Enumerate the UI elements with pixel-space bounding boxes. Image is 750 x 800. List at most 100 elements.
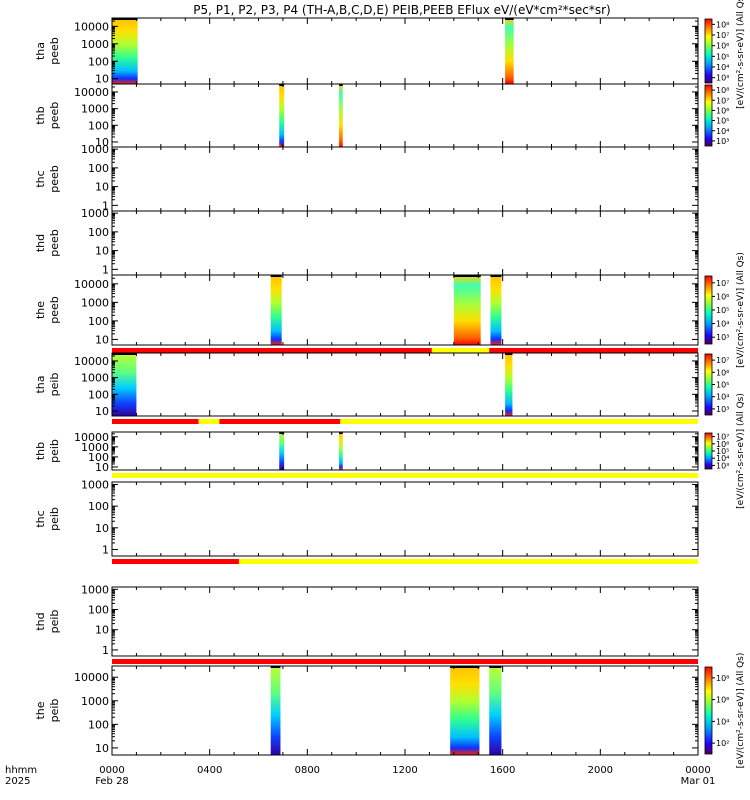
spectrogram-interval xyxy=(490,275,502,345)
figure-title: P5, P1, P2, P3, P4 (TH-A,B,C,D,E) PEIB,P… xyxy=(193,3,610,17)
status-bar-segment xyxy=(198,419,220,424)
colorbar xyxy=(704,353,713,416)
panel-instrument-label: peib xyxy=(48,699,61,723)
y-tick-label: 1000 xyxy=(81,103,109,116)
panel-thd_peeb: 1 10 100 1000 thd peeb xyxy=(34,207,699,276)
hhmm-label: hhmm xyxy=(5,765,37,776)
panel-probe-label: thb xyxy=(34,442,47,460)
colorbar-tick-label: 10⁶ xyxy=(716,42,729,51)
interval-top-edge xyxy=(112,18,138,20)
panel-frame xyxy=(111,146,699,212)
spectrogram-interval xyxy=(112,18,138,84)
y-tick-label: 1 xyxy=(102,199,109,212)
y-tick-label: 1000 xyxy=(81,38,109,51)
colorbar xyxy=(704,275,713,345)
y-tick-label: 10 xyxy=(95,461,109,474)
year-label: 2025 xyxy=(5,776,30,787)
status-bar-segment xyxy=(238,559,698,564)
colorbar-label: [eV/(cm²-s-sr-eV)] (All Qs) xyxy=(736,393,746,509)
y-tick-label: 1000 xyxy=(81,695,109,708)
panel-probe-label: thd xyxy=(34,234,47,252)
y-tick-label: 10000 xyxy=(74,355,109,368)
spectrogram-interval xyxy=(339,432,343,470)
colorbar-tick-label: 10⁶ xyxy=(716,106,729,115)
x-tick-label: 1200 xyxy=(392,765,417,776)
colorbar-tick-label: 10⁸ xyxy=(716,20,729,29)
colorbar-tick-label: 10⁴ xyxy=(716,320,729,329)
y-tick-label: 1000 xyxy=(81,583,109,596)
panel-the_peib: 10 100 1000 10000 the peib 10² 10⁴ 10⁶ 10⁸ [eV/(cm… xyxy=(34,653,746,769)
spectrogram-interval xyxy=(339,84,343,147)
y-tick-label: 10 xyxy=(95,73,109,86)
y-tick-label: 1 xyxy=(102,644,109,657)
y-tick-label: 10000 xyxy=(74,20,109,33)
y-tick-label: 100 xyxy=(88,388,109,401)
panel-instrument-label: peib xyxy=(48,610,61,634)
colorbar-tick-label: 10⁴ xyxy=(716,127,729,136)
y-tick-label: 100 xyxy=(88,162,109,175)
panel-instrument-label: peeb xyxy=(48,229,61,257)
spectrogram-interval xyxy=(279,432,285,470)
panel-probe-label: the xyxy=(34,701,47,719)
x-tick-label: 0000 xyxy=(99,765,124,776)
y-tick-label: 1000 xyxy=(81,207,109,220)
colorbar-tick-label: 10⁵ xyxy=(716,447,729,456)
y-tick-label: 1000 xyxy=(81,143,109,156)
colorbar-tick-label: 10⁴ xyxy=(716,454,729,463)
panel-probe-label: thb xyxy=(34,106,47,124)
panel-frame xyxy=(111,83,699,148)
panel-probe-label: tha xyxy=(34,375,47,393)
spectrogram-interval xyxy=(450,666,480,755)
y-tick-label: 10 xyxy=(95,136,109,149)
panel-instrument-label: peib xyxy=(48,439,61,463)
x-tick-label: 0000 xyxy=(685,765,710,776)
panel-thc_peeb: 1 10 100 1000 thc peeb xyxy=(34,143,699,212)
panel-tha_peib: 10 100 1000 10000 tha peib 10³ 10⁴ 10⁵ 10⁶ 10⁷ xyxy=(34,352,729,424)
colorbar-tick-label: 10³ xyxy=(716,74,729,83)
y-tick-label: 10000 xyxy=(74,671,109,684)
date-label: Mar 01 xyxy=(681,776,716,787)
interval-top-edge xyxy=(450,666,480,668)
interval-top-edge xyxy=(112,353,137,355)
colorbar-tick-label: 10⁷ xyxy=(716,96,729,105)
spectrogram-interval xyxy=(489,666,502,755)
interval-top-edge xyxy=(339,84,343,86)
x-tick-label: 0800 xyxy=(295,765,320,776)
y-tick-label: 1000 xyxy=(81,441,109,454)
colorbar-tick-label: 10⁴ xyxy=(716,63,729,72)
time-axis-footer: hhmm 2025 0000 0400 0800 1200 1600 2000 0000Fe… xyxy=(5,765,715,787)
colorbar-label: [eV/(cm²-s-sr-eV)] (All Qs) xyxy=(736,0,746,109)
interval-top-edge xyxy=(505,353,513,355)
colorbar-tick-label: 10⁵ xyxy=(716,52,729,61)
x-tick-label: 1600 xyxy=(490,765,515,776)
colorbar xyxy=(704,18,713,84)
panel-frame xyxy=(111,274,699,346)
interval-top-edge xyxy=(453,275,481,277)
colorbar-tick-label: 10⁷ xyxy=(716,279,729,288)
y-tick-label: 1000 xyxy=(81,296,109,309)
colorbar-tick-label: 10⁶ xyxy=(716,696,729,705)
panel-thd_peib: 1 10 100 1000 thd peib xyxy=(34,583,699,664)
panel-instrument-label: peeb xyxy=(48,296,61,324)
colorbar xyxy=(704,666,713,755)
status-bar-segment xyxy=(112,348,432,353)
colorbar-tick-label: 10⁸ xyxy=(716,86,729,95)
y-tick-label: 10000 xyxy=(74,431,109,444)
status-bar-segment xyxy=(112,559,239,564)
date-label: Feb 28 xyxy=(95,776,129,787)
spectrogram-interval xyxy=(505,353,513,416)
panel-probe-label: thd xyxy=(34,612,47,630)
panel-frame xyxy=(111,210,699,276)
y-tick-label: 100 xyxy=(88,718,109,731)
y-tick-label: 10000 xyxy=(74,278,109,291)
colorbar-tick-label: 10⁴ xyxy=(716,393,729,402)
panel-probe-label: tha xyxy=(34,42,47,60)
panel-instrument-label: peeb xyxy=(48,102,61,130)
y-tick-label: 100 xyxy=(88,315,109,328)
colorbar-tick-label: 10⁵ xyxy=(716,306,729,315)
colorbar-tick-label: 10⁶ xyxy=(716,292,729,301)
y-tick-label: 100 xyxy=(88,604,109,617)
